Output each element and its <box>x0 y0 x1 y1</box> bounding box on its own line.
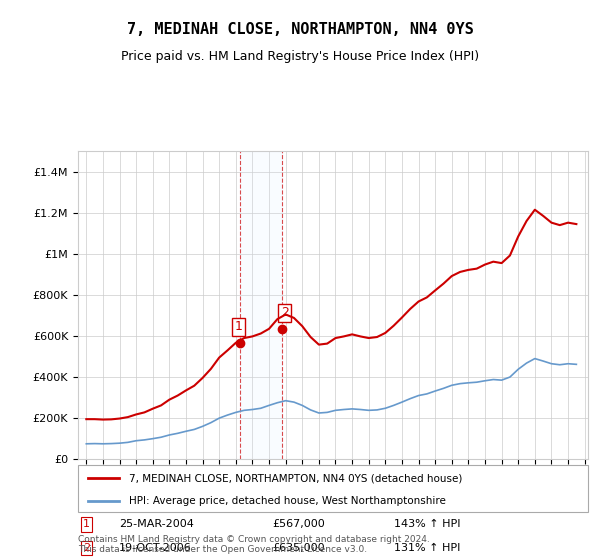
Bar <box>239 151 283 459</box>
Text: Contains HM Land Registry data © Crown copyright and database right 2024.
This d: Contains HM Land Registry data © Crown c… <box>78 535 430 554</box>
Text: 19-OCT-2006: 19-OCT-2006 <box>119 543 191 553</box>
Text: 143% ↑ HPI: 143% ↑ HPI <box>394 519 461 529</box>
Text: 25-MAR-2004: 25-MAR-2004 <box>119 519 194 529</box>
Text: 2: 2 <box>83 543 90 553</box>
Text: 1: 1 <box>235 320 242 333</box>
Text: £567,000: £567,000 <box>272 519 325 529</box>
Text: 1: 1 <box>83 519 90 529</box>
Text: 7, MEDINAH CLOSE, NORTHAMPTON, NN4 0YS (detached house): 7, MEDINAH CLOSE, NORTHAMPTON, NN4 0YS (… <box>129 473 463 483</box>
Text: Price paid vs. HM Land Registry's House Price Index (HPI): Price paid vs. HM Land Registry's House … <box>121 50 479 63</box>
Text: £635,000: £635,000 <box>272 543 325 553</box>
Text: HPI: Average price, detached house, West Northamptonshire: HPI: Average price, detached house, West… <box>129 496 446 506</box>
Text: 2: 2 <box>281 306 289 320</box>
Text: 7, MEDINAH CLOSE, NORTHAMPTON, NN4 0YS: 7, MEDINAH CLOSE, NORTHAMPTON, NN4 0YS <box>127 22 473 38</box>
Text: 131% ↑ HPI: 131% ↑ HPI <box>394 543 461 553</box>
FancyBboxPatch shape <box>78 465 588 512</box>
